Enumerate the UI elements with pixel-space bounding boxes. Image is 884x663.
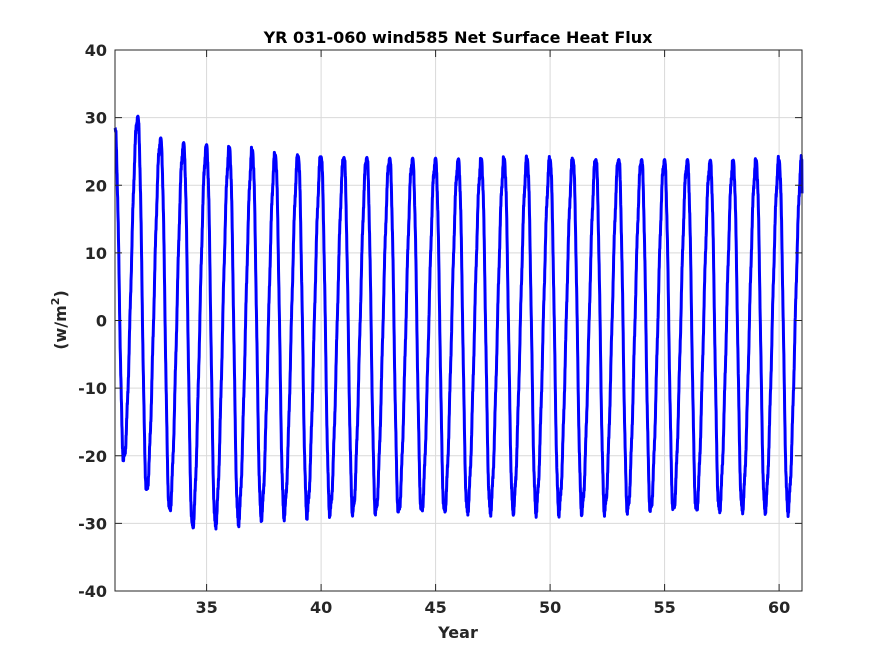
y-axis-label: (w/m2) — [49, 290, 70, 350]
y-axis-label-suffix: ) — [51, 290, 70, 297]
x-tick-label: 45 — [424, 598, 446, 617]
x-tick-label: 40 — [310, 598, 332, 617]
x-axis: 35 40 45 50 55 60 — [195, 50, 790, 617]
x-tick-label: 50 — [539, 598, 561, 617]
chart-title: YR 031-060 wind585 Net Surface Heat Flux — [263, 28, 654, 47]
y-tick-label: 40 — [85, 41, 107, 60]
y-tick-label: -30 — [78, 514, 107, 533]
y-tick-label: 0 — [96, 312, 107, 331]
y-tick-label: 30 — [85, 109, 107, 128]
y-tick-label: 10 — [85, 244, 107, 263]
y-tick-label: -10 — [78, 379, 107, 398]
y-tick-label: -40 — [78, 582, 107, 601]
y-axis-label-superscript: 2 — [49, 298, 62, 306]
y-tick-label: 20 — [85, 176, 107, 195]
series-line — [113, 114, 804, 531]
y-axis-label-base: (w/m — [51, 305, 70, 350]
x-tick-label: 60 — [768, 598, 790, 617]
y-tick-label: -20 — [78, 447, 107, 466]
x-tick-label: 35 — [195, 598, 217, 617]
x-axis-label: Year — [437, 623, 478, 642]
x-tick-label: 55 — [653, 598, 675, 617]
series-layer — [113, 114, 804, 531]
y-axis: -40 -30 -20 -10 0 10 20 30 40 — [78, 41, 802, 601]
